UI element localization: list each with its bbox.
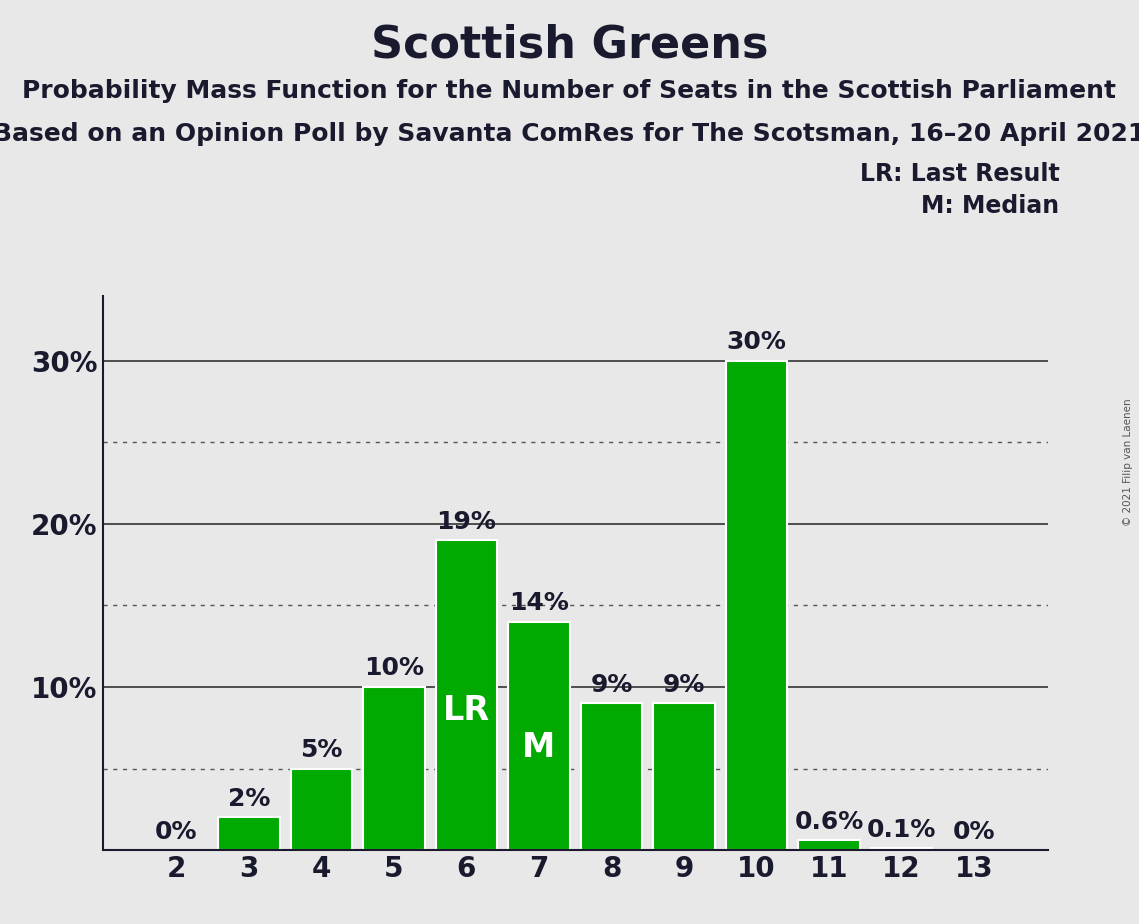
- Text: Probability Mass Function for the Number of Seats in the Scottish Parliament: Probability Mass Function for the Number…: [23, 79, 1116, 103]
- Text: 30%: 30%: [727, 331, 786, 355]
- Text: 19%: 19%: [436, 510, 497, 534]
- Bar: [798, 840, 860, 850]
- Bar: [290, 769, 352, 850]
- Text: 5%: 5%: [301, 738, 343, 762]
- Bar: [581, 703, 642, 850]
- Bar: [508, 622, 570, 850]
- Bar: [363, 687, 425, 850]
- Text: 9%: 9%: [663, 673, 705, 697]
- Text: 2%: 2%: [228, 787, 270, 811]
- Bar: [870, 848, 933, 850]
- Text: M: M: [523, 731, 556, 764]
- Text: 0.1%: 0.1%: [867, 818, 936, 842]
- Text: Based on an Opinion Poll by Savanta ComRes for The Scotsman, 16–20 April 2021: Based on an Opinion Poll by Savanta ComR…: [0, 122, 1139, 146]
- Bar: [435, 541, 498, 850]
- Bar: [218, 818, 280, 850]
- Text: LR: LR: [443, 694, 490, 727]
- Text: 14%: 14%: [509, 591, 568, 615]
- Text: 0%: 0%: [953, 820, 995, 844]
- Text: 0%: 0%: [155, 820, 197, 844]
- Text: 10%: 10%: [363, 656, 424, 680]
- Text: M: Median: M: Median: [921, 194, 1059, 218]
- Bar: [726, 361, 787, 850]
- Text: LR: Last Result: LR: Last Result: [860, 162, 1059, 186]
- Text: © 2021 Filip van Laenen: © 2021 Filip van Laenen: [1123, 398, 1133, 526]
- Bar: [653, 703, 715, 850]
- Text: 9%: 9%: [590, 673, 632, 697]
- Text: 0.6%: 0.6%: [794, 809, 863, 833]
- Text: Scottish Greens: Scottish Greens: [371, 23, 768, 67]
